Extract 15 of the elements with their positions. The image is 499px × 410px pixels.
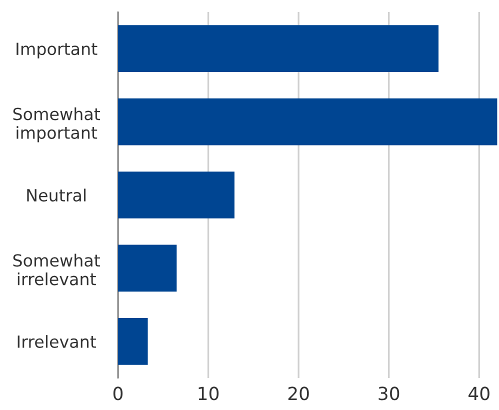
bar <box>118 244 177 292</box>
y-tick-label: Irrelevant <box>18 335 96 348</box>
x-tick-label: 10 <box>198 386 219 400</box>
y-tick-label: Neutral <box>27 188 86 202</box>
x-tick-label: 40 <box>468 386 490 400</box>
x-tick-label: 0 <box>113 386 123 400</box>
y-tick-label: Somewhat important <box>13 107 100 142</box>
bar <box>118 98 498 146</box>
y-tick-label: Somewhat irrelevant <box>13 254 100 286</box>
bar <box>118 25 439 72</box>
bar <box>118 172 234 218</box>
bar <box>118 318 148 365</box>
x-tick-label: 30 <box>378 386 400 400</box>
y-tick-label: Important <box>16 42 98 58</box>
x-tick-label: 20 <box>288 386 309 400</box>
